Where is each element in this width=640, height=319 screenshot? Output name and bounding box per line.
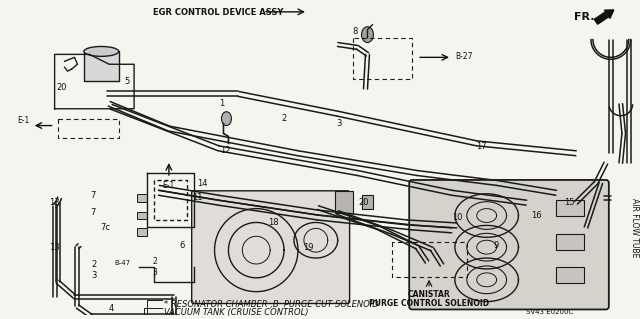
Text: VACUUM TANK (CRUISE CONTROL): VACUUM TANK (CRUISE CONTROL) [164, 308, 308, 317]
Text: 7: 7 [91, 191, 96, 200]
Bar [556, 200, 584, 216]
Bar [362, 195, 374, 209]
Text: * RESONATOR CHAMBER ,B  PURGE CUT SOLENOID: * RESONATOR CHAMBER ,B PURGE CUT SOLENOI… [164, 300, 379, 308]
Text: 15: 15 [564, 198, 574, 207]
Text: 7c: 7c [100, 223, 110, 232]
Text: 6: 6 [179, 241, 184, 250]
Text: 3: 3 [152, 268, 157, 277]
Text: PURGE CONTROL SOLENOID: PURGE CONTROL SOLENOID [369, 299, 489, 308]
Bar [335, 191, 353, 212]
Text: 8: 8 [352, 27, 357, 36]
Text: 2: 2 [282, 114, 287, 123]
Text: SV43 E0200C: SV43 E0200C [526, 309, 573, 315]
Ellipse shape [84, 47, 118, 56]
Bar [556, 267, 584, 283]
Text: 18: 18 [268, 218, 278, 227]
Bar [137, 211, 147, 219]
Text: 17: 17 [476, 142, 487, 151]
Text: 20: 20 [56, 83, 67, 92]
Text: 16: 16 [531, 211, 541, 220]
Text: 7: 7 [91, 208, 96, 217]
Text: 14: 14 [197, 179, 208, 189]
Text: 5: 5 [125, 77, 130, 85]
Text: 4: 4 [109, 304, 114, 313]
Text: E-1: E-1 [163, 181, 175, 190]
Text: E-1: E-1 [17, 115, 30, 125]
Text: EGR CONTROL DEVICE ASSY: EGR CONTROL DEVICE ASSY [154, 8, 284, 17]
Text: 2: 2 [152, 257, 157, 266]
Text: 1: 1 [219, 99, 224, 108]
FancyBboxPatch shape [192, 191, 349, 303]
Text: 19: 19 [303, 243, 313, 252]
Text: 3: 3 [92, 271, 97, 280]
Bar [137, 194, 147, 202]
Text: 10: 10 [452, 213, 462, 222]
Bar [556, 234, 584, 250]
Text: B-27: B-27 [455, 52, 472, 61]
FancyArrow shape [595, 10, 614, 24]
Text: 2: 2 [92, 261, 97, 270]
Text: FR.: FR. [574, 12, 595, 22]
Text: 20: 20 [358, 198, 369, 207]
Text: 12: 12 [220, 146, 230, 155]
Text: 11: 11 [193, 193, 203, 202]
Text: 13: 13 [49, 243, 60, 252]
FancyBboxPatch shape [409, 180, 609, 309]
Bar [137, 228, 147, 236]
Ellipse shape [362, 27, 374, 42]
Text: 13: 13 [49, 198, 60, 207]
Text: 3: 3 [336, 119, 341, 128]
Text: CANISTAR: CANISTAR [408, 290, 451, 299]
Text: AIR FLOW TUBE: AIR FLOW TUBE [630, 198, 639, 257]
Ellipse shape [221, 112, 232, 126]
Text: 9: 9 [494, 241, 499, 250]
Bar [84, 51, 119, 81]
Text: B-47: B-47 [114, 260, 131, 266]
